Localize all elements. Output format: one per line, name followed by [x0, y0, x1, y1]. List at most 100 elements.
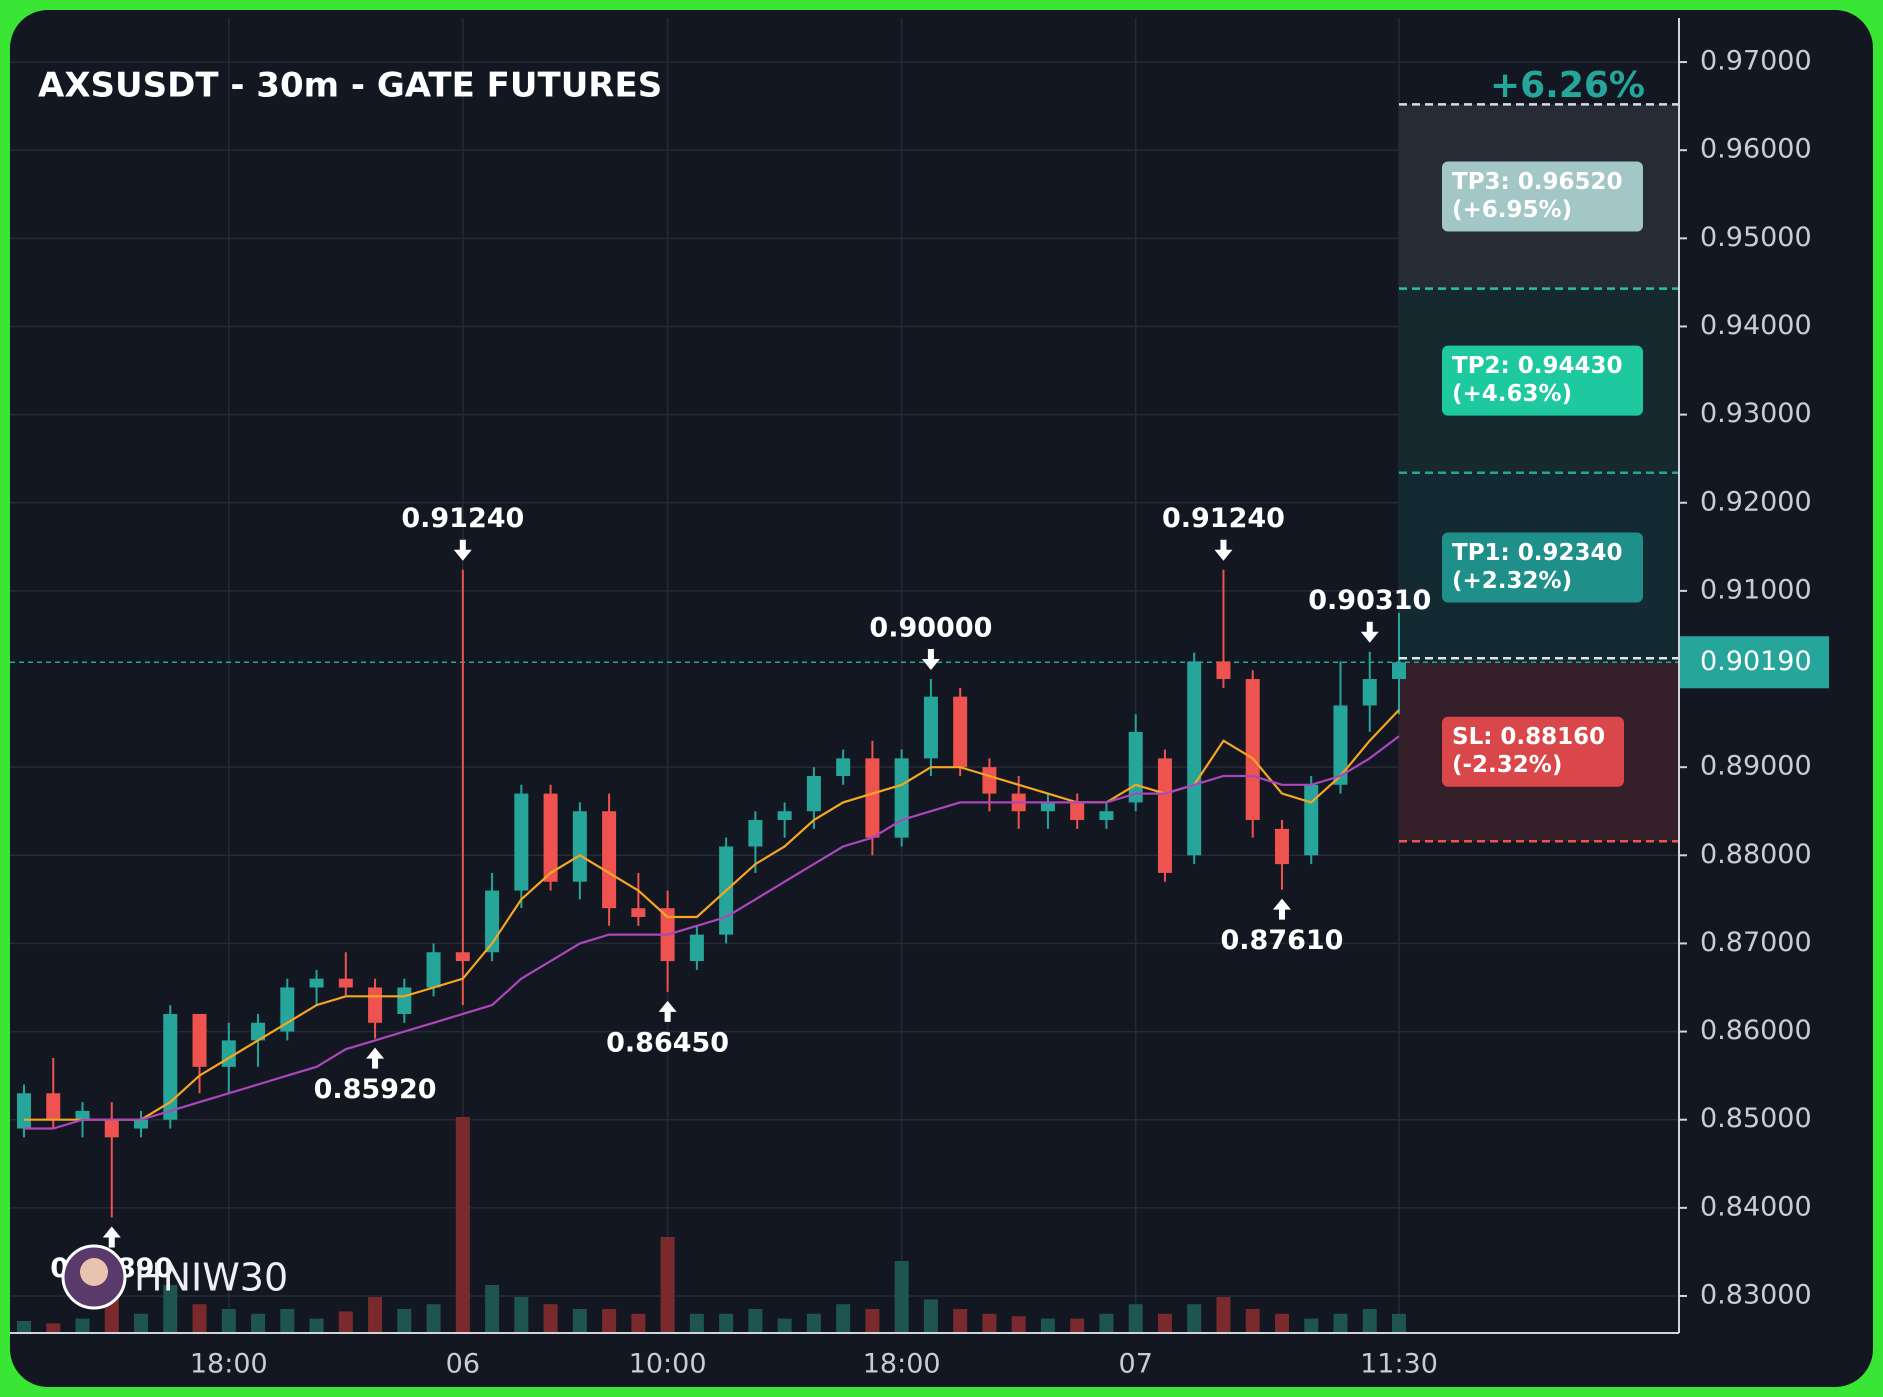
volume-bar — [46, 1323, 61, 1333]
annotation-label: 0.87610 — [1220, 925, 1343, 956]
y-tick-label: 0.96000 — [1700, 134, 1812, 165]
candle-body — [602, 811, 617, 909]
candle-body — [1099, 811, 1114, 821]
y-tick-label: 0.94000 — [1700, 310, 1812, 341]
x-tick-label: 07 — [1119, 1349, 1153, 1380]
volume-bar — [836, 1304, 851, 1333]
volume-bar — [806, 1313, 821, 1333]
y-tick-label: 0.93000 — [1700, 398, 1812, 429]
y-tick-label: 0.97000 — [1700, 46, 1812, 77]
candle-body — [1187, 661, 1202, 856]
volume-bar — [251, 1313, 266, 1333]
volume-bar — [368, 1297, 383, 1333]
volume-bar — [865, 1309, 880, 1333]
x-tick-label: 18:00 — [190, 1349, 268, 1380]
y-tick-label: 0.95000 — [1700, 222, 1812, 253]
volume-bar — [17, 1321, 31, 1333]
volume-bar — [543, 1304, 558, 1333]
candle-body — [17, 1093, 31, 1129]
chart-title: AXSUSDT - 30m - GATE FUTURES — [38, 66, 662, 106]
overlay: TP3: 0.96520(+6.95%) TP2: 0.94430(+4.63%)… — [50, 103, 1829, 1310]
annotation-label: 0.90310 — [1308, 585, 1431, 616]
candle-body — [1128, 731, 1143, 803]
volume-bar — [280, 1309, 295, 1333]
candle-body — [455, 952, 470, 962]
volume-bar — [426, 1304, 441, 1333]
volume-bar — [1157, 1313, 1172, 1333]
volume-bar — [1128, 1304, 1143, 1333]
annotation-label: 0.90000 — [869, 613, 992, 644]
candle-body — [953, 696, 968, 768]
level-box — [1442, 345, 1643, 416]
last-price-label: 0.90190 — [1700, 646, 1812, 677]
candle-body — [338, 978, 353, 988]
arrow-up — [102, 1226, 121, 1248]
y-tick-label: 0.86000 — [1700, 1015, 1812, 1046]
volume-bar — [514, 1297, 529, 1333]
candle-body — [748, 820, 763, 847]
x-tick-label: 06 — [446, 1349, 480, 1380]
arrow-down — [453, 539, 472, 561]
volume-bar — [631, 1313, 646, 1333]
candle-body — [1392, 662, 1406, 680]
volume-bar — [660, 1237, 675, 1333]
candle-body — [689, 934, 704, 962]
candle-body — [923, 696, 938, 759]
arrow-up — [658, 1000, 677, 1022]
volume-bar — [1304, 1318, 1319, 1333]
y-tick-label: 0.91000 — [1700, 574, 1812, 605]
candle-body — [192, 1013, 207, 1067]
arrow-up — [1272, 898, 1291, 920]
volume-bar — [192, 1304, 207, 1333]
last-price-box — [1679, 636, 1829, 689]
candle-body — [221, 1040, 236, 1067]
volume-bar — [1099, 1313, 1114, 1333]
header-change: +6.26% — [1490, 65, 1645, 106]
level-change: (+6.95%) — [1452, 197, 1572, 223]
candle-body — [1274, 828, 1289, 865]
candle-body — [309, 978, 324, 988]
candle-body — [1362, 679, 1377, 706]
volume-bar — [923, 1299, 938, 1333]
candle-body — [1333, 705, 1348, 785]
level-change: (+4.63%) — [1452, 381, 1572, 407]
candle-body — [1040, 802, 1055, 812]
y-tick-label: 0.84000 — [1700, 1191, 1812, 1222]
arrow-down — [1360, 621, 1379, 643]
y-tick-label: 0.87000 — [1700, 927, 1812, 958]
level-box — [1442, 532, 1643, 603]
y-tick-label: 0.89000 — [1700, 751, 1812, 782]
y-tick-label: 0.83000 — [1700, 1279, 1812, 1310]
candle-body — [514, 793, 529, 891]
volume-bar — [338, 1311, 353, 1333]
volume-bar — [719, 1313, 734, 1333]
candle-body — [982, 767, 997, 794]
arrow-down — [921, 649, 940, 671]
volume-bar — [953, 1309, 968, 1333]
candle-body — [397, 987, 412, 1014]
annotation-label: 0.85920 — [314, 1074, 437, 1105]
level-box — [1442, 161, 1643, 232]
volume-bar — [1216, 1297, 1231, 1333]
y-tick-label: 0.92000 — [1700, 486, 1812, 517]
candle-body — [163, 1013, 178, 1120]
volume-bar — [602, 1309, 617, 1333]
candle-body — [104, 1119, 119, 1138]
volume-bar — [777, 1318, 792, 1333]
volume-bar — [689, 1313, 704, 1333]
level-label: TP2: 0.94430 — [1452, 353, 1623, 379]
annotation-label: 0.91240 — [401, 503, 524, 534]
volume-bar — [748, 1309, 763, 1333]
candle-body — [75, 1110, 90, 1120]
avatar-face — [80, 1258, 108, 1286]
level-label: TP3: 0.96520 — [1452, 169, 1623, 195]
volume-bar — [1187, 1304, 1202, 1333]
volume-bar — [309, 1318, 324, 1333]
candle-body — [368, 987, 383, 1023]
volume-bar — [982, 1313, 997, 1333]
y-tick-label: 0.88000 — [1700, 839, 1812, 870]
candle-body — [1304, 784, 1319, 856]
volume-bar — [1333, 1313, 1348, 1333]
volume-bar — [1274, 1313, 1289, 1333]
volume-bar — [1070, 1318, 1085, 1333]
